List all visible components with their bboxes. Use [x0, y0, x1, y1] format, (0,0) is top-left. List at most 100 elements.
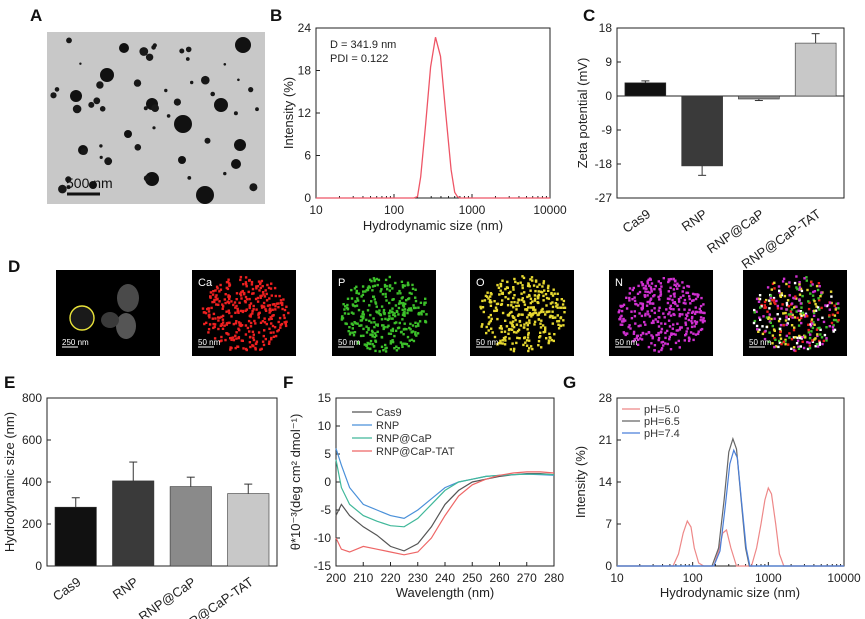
panel-b-ylabel: Intensity (%) — [281, 77, 296, 149]
eds-dot — [218, 316, 221, 319]
eds-dot — [517, 298, 521, 302]
panel-b-series-line — [316, 37, 550, 199]
panel-f-ytick-label: 15 — [318, 391, 332, 405]
eds-dot — [207, 314, 210, 317]
eds-dot — [677, 308, 681, 311]
eds-dot — [406, 335, 410, 339]
eds-dot — [390, 310, 394, 313]
eds-dot — [355, 304, 359, 307]
eds-dot — [365, 344, 368, 347]
eds-dot — [681, 313, 684, 316]
eds-dot — [547, 289, 550, 292]
eds-dot — [690, 320, 693, 323]
eds-scale-label: 250 nm — [62, 338, 89, 347]
eds-dot — [211, 300, 214, 304]
eds-dot — [804, 336, 807, 339]
eds-dot — [780, 293, 784, 297]
eds-dot — [649, 286, 653, 289]
eds-dot — [657, 316, 660, 319]
eds-dot — [527, 333, 530, 336]
eds-tile-background — [743, 270, 847, 356]
eds-dot — [527, 331, 530, 335]
eds-dot — [643, 295, 647, 298]
eds-dot — [380, 305, 384, 308]
eds-dot — [816, 306, 820, 309]
eds-dot — [693, 312, 697, 315]
eds-dot — [383, 285, 387, 288]
eds-dot — [211, 317, 214, 320]
eds-dot — [655, 333, 658, 337]
eds-dot — [254, 322, 257, 325]
panel-f-xtick-label: 220 — [380, 571, 400, 585]
eds-dot — [204, 311, 208, 315]
eds-dot — [404, 342, 407, 345]
eds-dot — [262, 301, 266, 305]
eds-dot — [215, 294, 218, 297]
eds-dot — [207, 328, 211, 331]
eds-dot — [799, 287, 803, 291]
eds-dot — [668, 307, 672, 310]
eds-dot — [350, 288, 353, 292]
eds-dot — [538, 336, 541, 339]
eds-dot — [258, 311, 261, 314]
eds-dot — [208, 316, 211, 319]
eds-dot — [531, 313, 534, 317]
eds-dot — [262, 343, 266, 347]
eds-dot — [410, 309, 413, 312]
eds-dot — [687, 339, 691, 343]
eds-dot — [347, 330, 350, 333]
eds-dot — [234, 334, 237, 337]
eds-dot — [211, 293, 215, 296]
eds-dot — [697, 330, 700, 333]
eds-dot — [239, 294, 243, 297]
panel-f-ytick-label: 0 — [324, 475, 331, 489]
eds-dot — [672, 278, 675, 281]
eds-dot — [654, 284, 657, 288]
eds-dot — [774, 338, 777, 341]
eds-dot — [668, 338, 671, 341]
eds-dot — [795, 286, 798, 289]
eds-dot — [816, 327, 820, 330]
eds-dot — [371, 285, 375, 288]
eds-dot — [556, 303, 559, 306]
eds-dot — [268, 327, 271, 330]
eds-dot — [281, 303, 284, 307]
eds-dot — [622, 320, 625, 323]
eds-dot — [512, 349, 516, 353]
eds-dot — [274, 305, 277, 308]
eds-dot — [834, 318, 838, 322]
eds-dot — [259, 281, 262, 284]
eds-dot — [633, 315, 637, 318]
eds-dot — [499, 339, 502, 343]
eds-dot — [357, 308, 361, 312]
eds-dot — [539, 326, 543, 329]
tem-particle — [80, 148, 88, 155]
eds-dot — [648, 300, 651, 303]
eds-dot — [340, 318, 344, 321]
eds-dot — [425, 313, 428, 316]
eds-dot — [806, 315, 809, 318]
eds-dot — [560, 306, 563, 309]
eds-dot — [635, 303, 638, 306]
eds-dot — [352, 304, 355, 307]
eds-dot — [622, 303, 626, 306]
eds-dot — [220, 323, 223, 326]
eds-dot — [763, 304, 766, 307]
eds-dot — [678, 314, 681, 318]
eds-dot — [671, 327, 674, 330]
eds-dot — [516, 301, 519, 304]
eds-dot — [498, 326, 502, 330]
eds-dot — [414, 331, 417, 334]
panel-c-ytick-label: -18 — [595, 157, 613, 171]
eds-dot — [527, 349, 530, 353]
eds-scale-label: 50 nm — [615, 338, 638, 347]
eds-dot — [256, 300, 260, 303]
eds-dot — [678, 284, 681, 287]
eds-dot — [364, 290, 367, 293]
eds-dot — [700, 296, 703, 300]
eds-dot — [373, 321, 376, 324]
eds-dot — [254, 346, 257, 350]
eds-dot — [787, 318, 790, 321]
eds-dot — [539, 331, 542, 334]
eds-dot — [259, 348, 262, 351]
